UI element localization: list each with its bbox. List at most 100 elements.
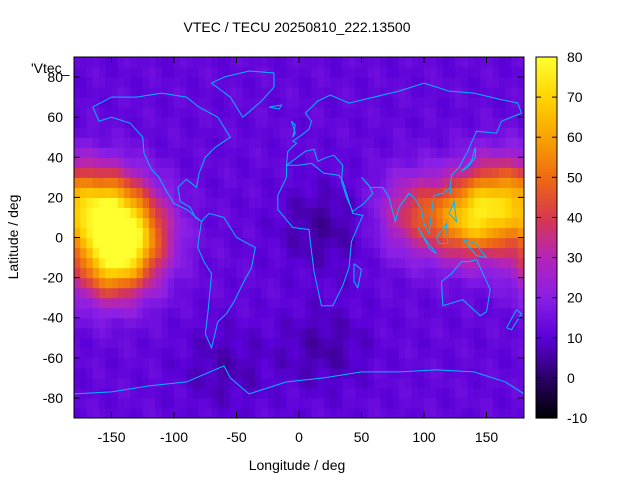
heatmap-cell <box>199 397 206 409</box>
heatmap-cell <box>442 347 450 359</box>
heatmap-cell <box>486 397 494 409</box>
heatmap-cell <box>342 167 350 178</box>
heatmap-cell <box>236 367 244 379</box>
heatmap-cell <box>74 67 81 78</box>
heatmap-cell <box>430 247 438 259</box>
heatmap-cell <box>155 287 163 299</box>
heatmap-cell <box>417 107 425 118</box>
colorbar-swatch <box>536 411 557 416</box>
heatmap-cell <box>455 147 463 158</box>
heatmap-cell <box>467 227 475 239</box>
heatmap-cell <box>117 377 125 389</box>
heatmap-cell <box>86 227 94 239</box>
heatmap-cell <box>411 377 419 389</box>
heatmap-cell <box>211 297 219 309</box>
heatmap-cell <box>205 407 213 418</box>
heatmap-cell <box>124 87 131 98</box>
heatmap-cell <box>217 257 225 269</box>
heatmap-cell <box>274 237 281 249</box>
heatmap-cell <box>399 227 406 239</box>
colorbar-swatch <box>536 372 557 377</box>
heatmap-cell <box>217 347 225 359</box>
heatmap-cell <box>455 347 463 359</box>
heatmap-cell <box>180 87 188 98</box>
heatmap-cell <box>505 387 513 399</box>
heatmap-cell <box>236 77 244 88</box>
heatmap-cell <box>442 197 450 209</box>
heatmap-cell <box>117 227 125 239</box>
heatmap-cell <box>517 337 524 349</box>
heatmap-cell <box>336 147 344 158</box>
heatmap-cell <box>342 217 350 229</box>
heatmap-cell <box>267 377 275 389</box>
heatmap-cell <box>324 277 331 289</box>
heatmap-cell <box>399 257 406 269</box>
heatmap-cell <box>142 277 150 289</box>
heatmap-cell <box>86 57 94 68</box>
heatmap-cell <box>305 207 313 219</box>
heatmap-cell <box>124 277 131 289</box>
heatmap-cell <box>199 187 206 198</box>
heatmap-cell <box>411 147 419 158</box>
heatmap-cell <box>424 267 431 279</box>
heatmap-cell <box>311 317 319 329</box>
heatmap-cell <box>474 207 481 219</box>
heatmap-cell <box>280 317 288 329</box>
heatmap-cell <box>230 367 238 379</box>
heatmap-cell <box>411 167 419 178</box>
heatmap-cell <box>492 247 500 259</box>
heatmap-cell <box>130 217 138 229</box>
heatmap-cell <box>136 207 144 219</box>
heatmap-cell <box>349 387 356 399</box>
heatmap-cell <box>174 57 181 68</box>
heatmap-cell <box>405 407 413 418</box>
heatmap-cell <box>461 197 469 209</box>
x-tick-label: 100 <box>412 429 436 445</box>
heatmap-cell <box>436 377 444 389</box>
heatmap-cell <box>374 207 381 219</box>
heatmap-cell <box>274 157 281 168</box>
heatmap-cell <box>361 67 369 78</box>
heatmap-cell <box>142 107 150 118</box>
heatmap-cell <box>167 267 175 279</box>
heatmap-cell <box>517 117 524 128</box>
heatmap-cell <box>436 107 444 118</box>
heatmap-cell <box>505 137 513 148</box>
heatmap-cell <box>261 177 269 188</box>
heatmap-cell <box>136 237 144 249</box>
heatmap-cell <box>161 147 169 158</box>
heatmap-cell <box>511 227 519 239</box>
heatmap-cell <box>249 397 256 409</box>
heatmap-cell <box>355 297 363 309</box>
heatmap-cell <box>286 197 294 209</box>
heatmap-cell <box>286 407 294 418</box>
heatmap-cell <box>74 277 81 289</box>
heatmap-cell <box>436 147 444 158</box>
heatmap-cell <box>486 257 494 269</box>
heatmap-cell <box>324 207 331 219</box>
heatmap-cell <box>380 247 388 259</box>
heatmap-cell <box>224 337 231 349</box>
heatmap-cell <box>192 147 200 158</box>
heatmap-cell <box>236 307 244 319</box>
heatmap-cell <box>261 407 269 418</box>
heatmap-cell <box>417 267 425 279</box>
heatmap-cell <box>311 67 319 78</box>
heatmap-cell <box>130 147 138 158</box>
heatmap-cell <box>211 377 219 389</box>
heatmap-cell <box>217 377 225 389</box>
heatmap-cell <box>161 137 169 148</box>
heatmap-cell <box>367 197 375 209</box>
heatmap-cell <box>480 297 488 309</box>
heatmap-cell <box>142 337 150 349</box>
heatmap-cell <box>236 87 244 98</box>
heatmap-cell <box>280 117 288 128</box>
heatmap-cell <box>124 57 131 68</box>
heatmap-cell <box>480 187 488 198</box>
heatmap-cell <box>192 317 200 329</box>
heatmap-cell <box>361 177 369 188</box>
heatmap-cell <box>480 247 488 259</box>
heatmap-cell <box>211 97 219 108</box>
heatmap-cell <box>355 177 363 188</box>
colorbar-swatch <box>536 348 557 353</box>
